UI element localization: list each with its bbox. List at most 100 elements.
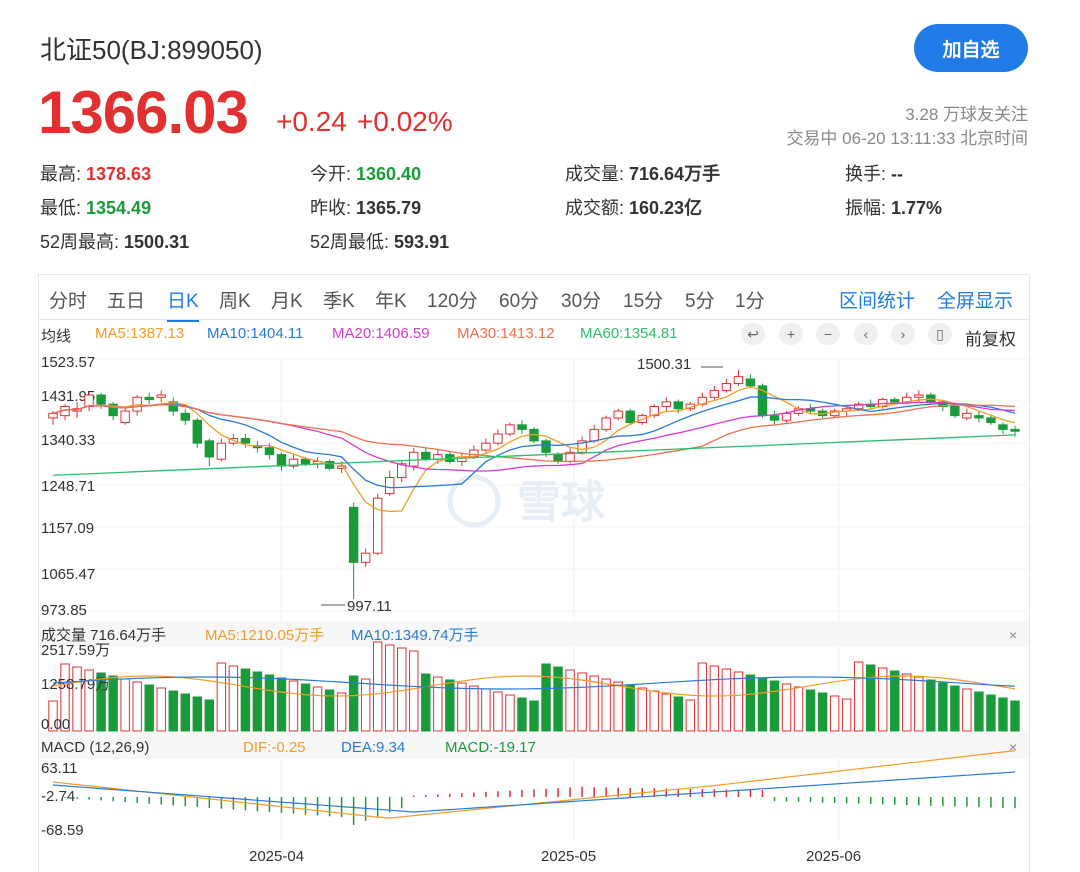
volume-bar [445, 679, 455, 732]
candle-body [96, 394, 106, 405]
volume-bar [745, 674, 756, 732]
tab-6[interactable]: 年K [375, 291, 407, 312]
volume-bar [601, 678, 611, 732]
tab-4[interactable]: 月K [271, 291, 303, 312]
candle-body [769, 415, 780, 421]
candle-body [829, 410, 840, 417]
pan-left-icon[interactable]: ‹ [854, 323, 878, 345]
dea-line [52, 771, 1016, 813]
change-percent: +0.02% [356, 106, 453, 137]
volume-bar [841, 698, 852, 732]
zoom-in-icon[interactable]: + [779, 323, 803, 345]
macd-header-bg [39, 733, 1029, 759]
candle-body [168, 401, 178, 412]
pan-right-icon[interactable]: › [891, 323, 915, 345]
candle-body [950, 405, 960, 417]
candle-body [649, 405, 659, 417]
tab-12[interactable]: 1分 [735, 291, 765, 312]
volume-bar [360, 678, 371, 732]
stat-7: 振幅: 1.77% [845, 194, 942, 220]
volume-bar [276, 677, 287, 732]
fullscreen-button[interactable]: 全屏显示 [937, 291, 1014, 312]
stat-value: -- [891, 164, 904, 184]
macd-axis-label: -68.59 [41, 822, 84, 839]
price-change: +0.24 +0.02% [276, 106, 463, 138]
volume-header-bg [39, 621, 1029, 647]
volume-bar [517, 697, 527, 732]
volume-bar [168, 690, 178, 732]
volume-bar [577, 672, 587, 732]
volume-bar [120, 678, 130, 732]
tab-1[interactable]: 五日 [107, 291, 146, 312]
chart-canvas[interactable]: 雪球 1523.57 1431.95 1340.33 1248.71 1157.09 106… [39, 275, 1029, 872]
price-axis-label: 1431.95 [41, 388, 95, 405]
candle-body [625, 410, 635, 424]
volume-bar [926, 679, 936, 732]
candle-body [745, 378, 756, 387]
watermark: 雪球 [517, 478, 606, 527]
candle-body [721, 383, 732, 391]
volume-bar [553, 666, 563, 732]
stat-label: 成交额: [565, 198, 630, 218]
candle-body [264, 447, 275, 456]
tab-9[interactable]: 30分 [561, 291, 602, 312]
candle-body [781, 412, 792, 421]
volume-bar [397, 647, 407, 732]
volume-bar [348, 675, 359, 732]
volume-bar [48, 700, 58, 732]
stat-label: 最高: [40, 164, 87, 184]
close-volume-icon: × [1009, 627, 1017, 643]
tab-8[interactable]: 60分 [499, 291, 540, 312]
volume-bar [613, 681, 623, 732]
candle-body [505, 424, 515, 435]
ma-legend: 均线 MA5:1387.13 MA10:1404.11 MA20:1406.59 MA3… [39, 323, 1029, 349]
volume-bar [324, 689, 335, 732]
candle-body [986, 417, 996, 424]
candle-body [733, 376, 744, 385]
volume-ma10: MA10:1349.74万手 [351, 627, 479, 644]
volume-bar [529, 700, 539, 732]
range-stats-button[interactable]: 区间统计 [839, 291, 916, 312]
stat-label: 换手: [845, 164, 892, 184]
x-axis-label: 2025-06 [806, 848, 861, 865]
volume-bar [805, 689, 816, 732]
add-watchlist-button[interactable]: 加自选 [914, 24, 1028, 72]
volume-bar [733, 671, 744, 732]
candle-body [577, 440, 587, 453]
stat-4: 最低: 1354.49 [40, 194, 151, 220]
stat-value: 1378.63 [86, 164, 152, 184]
candle-body [493, 433, 503, 444]
undo-icon[interactable]: ↩ [741, 323, 765, 345]
followers-count: 3.28 万球友关注 [905, 105, 1028, 124]
adjust-mode-button[interactable]: 前复权 [965, 330, 1016, 349]
volume-bar [433, 676, 443, 732]
stat-label: 成交量: [565, 164, 630, 184]
volume-bar [962, 688, 972, 732]
volume-bar [421, 673, 431, 732]
volume-bar [457, 682, 467, 732]
stat-label: 今开: [310, 164, 357, 184]
candle-body [372, 497, 383, 554]
volume-bar [216, 662, 227, 732]
tab-7[interactable]: 120分 [427, 291, 478, 312]
volume-bar [950, 685, 960, 732]
tab-2[interactable]: 日K [167, 286, 199, 322]
volume-bar [144, 684, 154, 732]
zoom-out-icon[interactable]: − [816, 323, 840, 345]
volume-bar [878, 667, 888, 732]
volume-bar [192, 696, 203, 732]
volume-bar [829, 695, 840, 732]
volume-bar [902, 673, 912, 732]
tab-10[interactable]: 15分 [623, 291, 664, 312]
volume-bar [625, 684, 635, 732]
stat-0: 最高: 1378.63 [40, 160, 151, 186]
volume-bar [697, 662, 708, 732]
stat-label: 昨收: [310, 198, 357, 218]
tab-3[interactable]: 周K [219, 291, 251, 312]
tab-11[interactable]: 5分 [685, 291, 715, 312]
tab-0[interactable]: 分时 [49, 291, 88, 312]
tab-5[interactable]: 季K [323, 291, 355, 312]
candle-type-icon[interactable]: ▯ [928, 323, 952, 345]
stat-value: 1.77% [891, 198, 943, 218]
candle-body [384, 477, 395, 495]
